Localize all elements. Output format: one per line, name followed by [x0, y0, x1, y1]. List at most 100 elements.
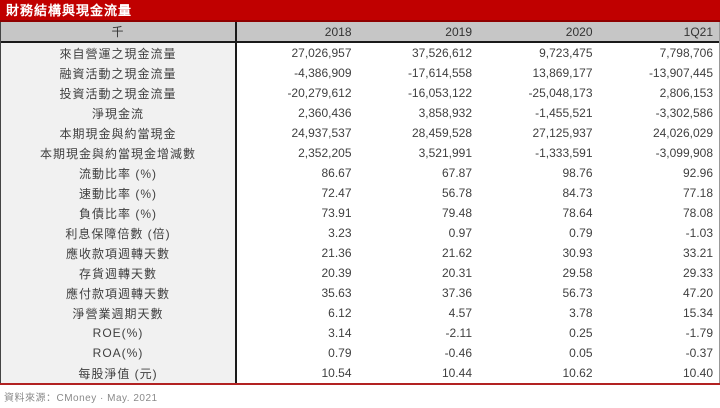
row-label: 淨營業週期天數: [1, 303, 237, 323]
row-label: 應收款項週轉天數: [1, 243, 237, 263]
table-row: 存貨週轉天數 20.39 20.31 29.58 29.33: [1, 263, 719, 283]
row-value: 86.67: [237, 163, 358, 183]
row-value: 2,806,153: [598, 83, 719, 103]
row-label: 速動比率 (%): [1, 183, 237, 203]
row-value: 0.79: [478, 223, 599, 243]
row-label: 存貨週轉天數: [1, 263, 237, 283]
row-value: 10.54: [237, 363, 358, 383]
row-value: 24,937,537: [237, 123, 358, 143]
row-value: -0.37: [598, 343, 719, 363]
row-value: -16,053,122: [357, 83, 478, 103]
row-value: 7,798,706: [598, 43, 719, 63]
page-title: 財務結構與現金流量: [0, 0, 720, 22]
table-row: 投資活動之現金流量 -20,279,612 -16,053,122 -25,048,1…: [1, 83, 719, 103]
table-row: 速動比率 (%) 72.47 56.78 84.73 77.18: [1, 183, 719, 203]
row-value: 73.91: [237, 203, 358, 223]
financial-table: 千 2018 2019 2020 1Q21 來自營運之現金流量 27,026,95…: [0, 22, 720, 383]
row-value: 56.73: [478, 283, 599, 303]
table-row: 本期現金與約當現金 24,937,537 28,459,528 27,125,937 2…: [1, 123, 719, 143]
source-note: 資料來源：CMoney · May. 2021: [4, 393, 158, 404]
column-header-1q21: 1Q21: [598, 22, 719, 41]
table-row: 負債比率 (%) 73.91 79.48 78.64 78.08: [1, 203, 719, 223]
row-value: 20.39: [237, 263, 358, 283]
table-header-row: 千 2018 2019 2020 1Q21: [1, 22, 719, 43]
table-row: 融資活動之現金流量 -4,386,909 -17,614,558 13,869,177…: [1, 63, 719, 83]
column-header-2019: 2019: [357, 22, 478, 41]
row-value: 21.36: [237, 243, 358, 263]
row-value: 10.62: [478, 363, 599, 383]
row-value: 67.87: [357, 163, 478, 183]
table-row: 應付款項週轉天數 35.63 37.36 56.73 47.20: [1, 283, 719, 303]
row-value: 30.93: [478, 243, 599, 263]
row-value: 15.34: [598, 303, 719, 323]
row-value: 47.20: [598, 283, 719, 303]
row-label: ROA(%): [1, 343, 237, 363]
row-value: 37,526,612: [357, 43, 478, 63]
row-label: 負債比率 (%): [1, 203, 237, 223]
row-value: -2.11: [357, 323, 478, 343]
row-value: 77.18: [598, 183, 719, 203]
row-label: 來自營運之現金流量: [1, 43, 237, 63]
table-row: 流動比率 (%) 86.67 67.87 98.76 92.96: [1, 163, 719, 183]
row-value: 29.58: [478, 263, 599, 283]
row-value: 10.44: [357, 363, 478, 383]
row-value: 92.96: [598, 163, 719, 183]
row-value: 84.73: [478, 183, 599, 203]
row-value: -1,333,591: [478, 143, 599, 163]
column-header-unit: 千: [1, 22, 237, 41]
row-value: 0.97: [357, 223, 478, 243]
table-row: ROE(%) 3.14 -2.11 0.25 -1.79: [1, 323, 719, 343]
row-label: 本期現金與約當現金: [1, 123, 237, 143]
row-value: 21.62: [357, 243, 478, 263]
row-value: -1.79: [598, 323, 719, 343]
row-value: 78.64: [478, 203, 599, 223]
table-row: 來自營運之現金流量 27,026,957 37,526,612 9,723,475 7,…: [1, 43, 719, 63]
row-value: 24,026,029: [598, 123, 719, 143]
row-value: 2,352,205: [237, 143, 358, 163]
row-value: 2,360,436: [237, 103, 358, 123]
row-value: -3,099,908: [598, 143, 719, 163]
row-value: 4.57: [357, 303, 478, 323]
table-row: 淨營業週期天數 6.12 4.57 3.78 15.34: [1, 303, 719, 323]
row-value: -4,386,909: [237, 63, 358, 83]
table-body: 來自營運之現金流量 27,026,957 37,526,612 9,723,475 7,…: [1, 43, 719, 383]
row-value: 3.78: [478, 303, 599, 323]
row-value: 35.63: [237, 283, 358, 303]
row-value: 27,026,957: [237, 43, 358, 63]
row-label: 淨現金流: [1, 103, 237, 123]
row-value: 78.08: [598, 203, 719, 223]
row-value: 3,858,932: [357, 103, 478, 123]
row-value: 56.78: [357, 183, 478, 203]
row-value: 28,459,528: [357, 123, 478, 143]
row-value: 79.48: [357, 203, 478, 223]
row-value: 37.36: [357, 283, 478, 303]
row-label: 本期現金與約當現金增減數: [1, 143, 237, 163]
row-value: 6.12: [237, 303, 358, 323]
row-value: -0.46: [357, 343, 478, 363]
table-row: 本期現金與約當現金增減數 2,352,205 3,521,991 -1,333,591…: [1, 143, 719, 163]
row-value: 29.33: [598, 263, 719, 283]
row-label: 投資活動之現金流量: [1, 83, 237, 103]
row-value: -13,907,445: [598, 63, 719, 83]
row-value: 98.76: [478, 163, 599, 183]
row-value: 3.14: [237, 323, 358, 343]
row-value: 13,869,177: [478, 63, 599, 83]
row-label: 流動比率 (%): [1, 163, 237, 183]
table-bottom-rule: [0, 383, 720, 385]
row-value: 20.31: [357, 263, 478, 283]
row-label: ROE(%): [1, 323, 237, 343]
column-header-2020: 2020: [478, 22, 599, 41]
row-value: 9,723,475: [478, 43, 599, 63]
row-value: -3,302,586: [598, 103, 719, 123]
row-value: -1,455,521: [478, 103, 599, 123]
row-value: 10.40: [598, 363, 719, 383]
row-value: -20,279,612: [237, 83, 358, 103]
table-row: 每股淨值 (元) 10.54 10.44 10.62 10.40: [1, 363, 719, 383]
row-label: 融資活動之現金流量: [1, 63, 237, 83]
table-row: 應收款項週轉天數 21.36 21.62 30.93 33.21: [1, 243, 719, 263]
column-header-2018: 2018: [237, 22, 358, 41]
row-value: 3.23: [237, 223, 358, 243]
table-row: 利息保障倍數 (倍) 3.23 0.97 0.79 -1.03: [1, 223, 719, 243]
row-value: 3,521,991: [357, 143, 478, 163]
